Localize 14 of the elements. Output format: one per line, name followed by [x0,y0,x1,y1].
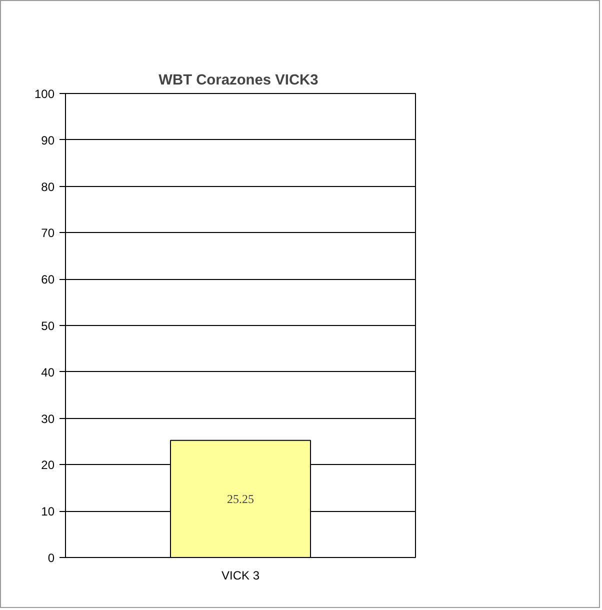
y-tick-label: 30 [41,412,55,426]
y-tick-label: 60 [41,272,55,287]
chart-title: WBT Corazones VICK3 [158,72,318,88]
y-tick-label: 20 [41,458,55,472]
x-tick-label: VICK 3 [221,568,260,582]
y-tick-label: 80 [41,180,55,194]
data-label: 25.25 [227,492,254,506]
y-tick-label: 90 [41,133,55,148]
y-tick-label: 100 [34,87,55,101]
y-tick-label: 70 [41,226,55,240]
y-tick-label: 40 [41,365,55,380]
y-tick-label: 10 [41,504,55,519]
y-tick-label: 0 [48,551,55,565]
y-tick-label: 50 [41,319,55,333]
